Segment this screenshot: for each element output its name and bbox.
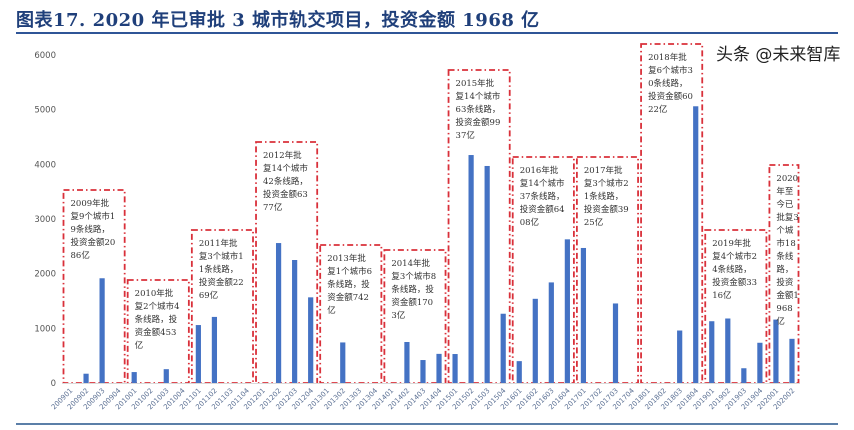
annotation-text: 2013年批复1个城市6条线路，投资金额742亿 bbox=[327, 254, 373, 316]
bar bbox=[612, 303, 619, 383]
y-tick-label: 0 bbox=[51, 379, 56, 389]
y-tick-label: 1000 bbox=[34, 324, 56, 334]
bar bbox=[757, 342, 763, 383]
watermark: 头条 @未来智库 bbox=[716, 45, 841, 65]
bottom-divider bbox=[16, 423, 838, 425]
bar bbox=[436, 353, 442, 383]
annotation-text: 2009年批复9个城市19条线路，投资金额2086亿 bbox=[70, 199, 116, 261]
bar bbox=[340, 342, 346, 383]
annotation-box bbox=[575, 156, 639, 384]
annotation-box bbox=[640, 43, 704, 384]
y-tick-label: 6000 bbox=[34, 51, 56, 61]
annotation-text: 2012年批复14个城市42条线路，投资金额6377亿 bbox=[263, 151, 308, 213]
annotation-text: 2019年批复4个城市24条线路，投资金额3316亿 bbox=[712, 239, 758, 301]
bar bbox=[404, 342, 410, 383]
annotation-box bbox=[383, 249, 447, 384]
bar bbox=[773, 319, 779, 383]
annotation-text: 2010年批复2个城市4条线路，投资金额453亿 bbox=[134, 289, 180, 351]
annotation-text: 2011年批复3个城市11条线路，投资金额2269亿 bbox=[198, 239, 244, 301]
bar bbox=[484, 165, 490, 383]
bar bbox=[99, 278, 105, 383]
y-tick-label: 2000 bbox=[34, 270, 56, 280]
bar bbox=[725, 318, 731, 383]
bar bbox=[693, 106, 699, 383]
annotation-text: 2016年批复14个城市37条线路，投资金额6408亿 bbox=[519, 166, 565, 228]
bar bbox=[211, 316, 218, 383]
bar bbox=[452, 354, 458, 383]
bar bbox=[532, 298, 538, 383]
y-tick-label: 3000 bbox=[34, 215, 56, 225]
title-divider bbox=[16, 32, 838, 34]
bar bbox=[548, 282, 554, 383]
annotation-text: 2018年批复6个城市30条线路，投资金额6022亿 bbox=[648, 53, 693, 115]
bar bbox=[580, 247, 587, 383]
bar bbox=[163, 369, 169, 383]
annotation-box bbox=[447, 69, 511, 384]
bar bbox=[677, 330, 683, 383]
annotation-text: 2014年批复3个城市8条线路，投资金额1703亿 bbox=[391, 259, 437, 321]
bar bbox=[709, 321, 715, 383]
y-tick-label: 5000 bbox=[34, 106, 56, 116]
bar bbox=[131, 372, 137, 383]
bar bbox=[564, 239, 570, 383]
bar bbox=[468, 155, 474, 383]
bar bbox=[83, 373, 89, 383]
bar bbox=[420, 360, 426, 383]
annotation-text: 2015年批复14个城市63条线路，投资金额9937亿 bbox=[455, 79, 501, 141]
annotation-box bbox=[511, 156, 575, 384]
y-tick-label: 4000 bbox=[34, 160, 56, 170]
bar bbox=[789, 338, 795, 383]
bar bbox=[741, 368, 747, 383]
bar bbox=[275, 243, 282, 383]
annotation-text: 2017年批复3个城市21条线路，投资金额3925亿 bbox=[583, 166, 629, 228]
bar bbox=[516, 361, 522, 383]
bar bbox=[292, 260, 298, 383]
bar bbox=[308, 297, 314, 383]
bar bbox=[195, 325, 201, 383]
annotation-box bbox=[255, 141, 319, 384]
annotation-text: 2020年至今已批复3个城市18条线路，投资金额1968亿 bbox=[776, 174, 799, 327]
bar bbox=[500, 313, 506, 383]
chart-title: 图表17. 2020 年已审批 3 城市轨交项目，投资金额 1968 亿 bbox=[16, 10, 540, 31]
